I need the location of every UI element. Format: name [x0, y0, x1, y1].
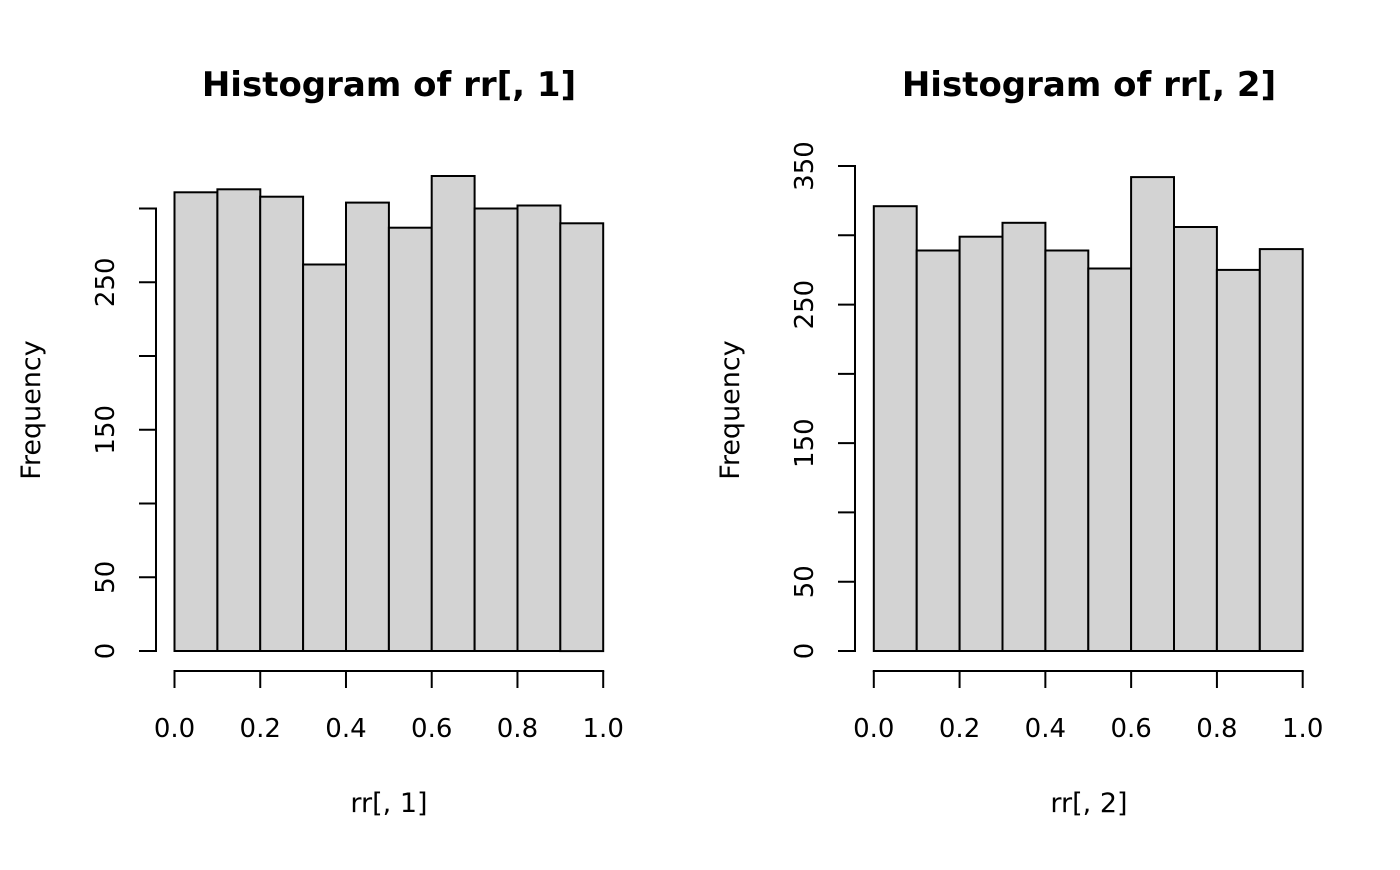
left-panel-plot-area: 0 50 150 250 0.0 0.2 0.4 0.6 0.8 1.0: [91, 175, 624, 744]
histogram-bar: [1001, 221, 1047, 653]
y-axis-tick-label: 150: [790, 418, 820, 468]
y-axis-tick-label: 250: [91, 257, 121, 307]
y-axis-tick-label: 50: [790, 565, 820, 598]
y-axis-tick-label: 150: [91, 405, 121, 455]
histogram-bar: [1044, 249, 1090, 652]
x-axis-tick-label: 0.0: [154, 714, 195, 744]
histogram-bar: [958, 235, 1004, 652]
left-panel-title: Histogram of rr[, 1]: [202, 65, 576, 105]
left-y-axis-title: Frequency: [16, 340, 47, 480]
x-axis-tick-label: 0.8: [497, 714, 538, 744]
histogram-bar: [1087, 267, 1133, 652]
right-y-axis-title: Frequency: [715, 340, 746, 480]
y-axis-tick-label: 50: [91, 561, 121, 594]
histogram-bar: [302, 263, 348, 652]
histogram-bar: [1215, 268, 1261, 652]
histogram-bar: [1258, 248, 1304, 652]
x-axis-tick-label: 1.0: [1282, 714, 1323, 744]
left-x-axis-title: rr[, 1]: [350, 788, 427, 819]
histogram-bar: [259, 195, 305, 652]
left-histogram-panel: Histogram of rr[, 1] rr[, 1] Frequency 0…: [16, 65, 624, 819]
histogram-bar: [872, 205, 918, 652]
x-axis-tick-label: 0.4: [325, 714, 366, 744]
histogram-bar: [173, 191, 219, 653]
histogram-bar: [915, 249, 961, 652]
histogram-bar: [430, 175, 476, 652]
y-axis-tick-label: 0: [91, 643, 121, 660]
x-axis-tick-label: 0.0: [853, 714, 894, 744]
histogram-bar: [345, 201, 390, 652]
right-panel-plot-area: 0 50 150 250 350 0.0 0.2 0.4 0.6 0.8 1.0: [790, 141, 1323, 744]
x-axis-tick-label: 0.2: [939, 714, 980, 744]
histogram-bar: [559, 222, 605, 653]
y-axis-tick-label: 250: [790, 280, 820, 330]
histogram-bar: [387, 226, 433, 652]
y-axis-tick-label: 350: [790, 141, 820, 191]
x-axis-tick-label: 0.6: [1110, 714, 1151, 744]
x-axis-tick-label: 0.4: [1025, 714, 1066, 744]
x-axis-tick-label: 0.8: [1196, 714, 1237, 744]
right-panel-title: Histogram of rr[, 2]: [902, 65, 1276, 105]
histogram-bar: [1130, 176, 1175, 652]
histogram-bar: [473, 207, 519, 652]
histogram-bar: [516, 204, 562, 652]
histogram-bar: [1173, 226, 1218, 652]
y-axis-tick-label: 0: [790, 643, 820, 660]
x-axis-tick-label: 0.2: [240, 714, 281, 744]
right-x-axis-title: rr[, 2]: [1050, 788, 1127, 819]
x-axis-tick-label: 0.6: [411, 714, 452, 744]
x-axis-tick-label: 1.0: [583, 714, 624, 744]
histogram-bar: [216, 188, 262, 653]
right-histogram-panel: Histogram of rr[, 2] rr[, 2] Frequency 0…: [715, 65, 1323, 819]
